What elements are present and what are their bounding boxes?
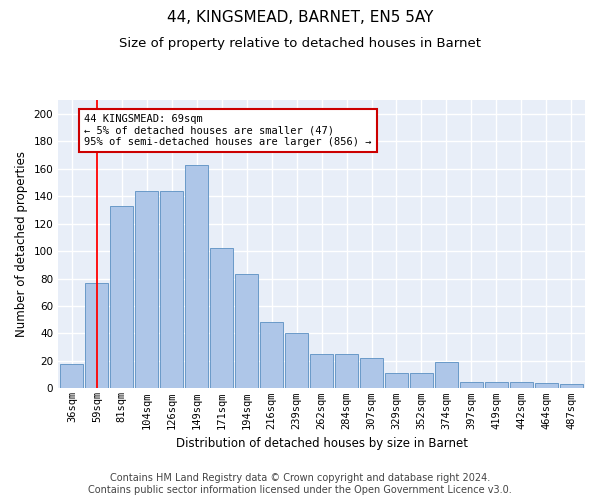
Bar: [560, 384, 583, 388]
Bar: [136, 190, 158, 388]
Bar: [385, 374, 408, 388]
Text: 44, KINGSMEAD, BARNET, EN5 5AY: 44, KINGSMEAD, BARNET, EN5 5AY: [167, 10, 433, 25]
Y-axis label: Number of detached properties: Number of detached properties: [15, 151, 28, 337]
Bar: [285, 334, 308, 388]
Bar: [535, 383, 558, 388]
Bar: [460, 382, 483, 388]
Text: Contains HM Land Registry data © Crown copyright and database right 2024.
Contai: Contains HM Land Registry data © Crown c…: [88, 474, 512, 495]
Bar: [510, 382, 533, 388]
Bar: [410, 374, 433, 388]
Bar: [435, 362, 458, 388]
Bar: [260, 322, 283, 388]
Bar: [210, 248, 233, 388]
X-axis label: Distribution of detached houses by size in Barnet: Distribution of detached houses by size …: [176, 437, 467, 450]
Text: Size of property relative to detached houses in Barnet: Size of property relative to detached ho…: [119, 38, 481, 51]
Text: 44 KINGSMEAD: 69sqm
← 5% of detached houses are smaller (47)
95% of semi-detache: 44 KINGSMEAD: 69sqm ← 5% of detached hou…: [85, 114, 372, 147]
Bar: [235, 274, 258, 388]
Bar: [61, 364, 83, 388]
Bar: [185, 164, 208, 388]
Bar: [360, 358, 383, 388]
Bar: [110, 206, 133, 388]
Bar: [485, 382, 508, 388]
Bar: [310, 354, 333, 388]
Bar: [160, 190, 183, 388]
Bar: [335, 354, 358, 388]
Bar: [85, 282, 109, 389]
